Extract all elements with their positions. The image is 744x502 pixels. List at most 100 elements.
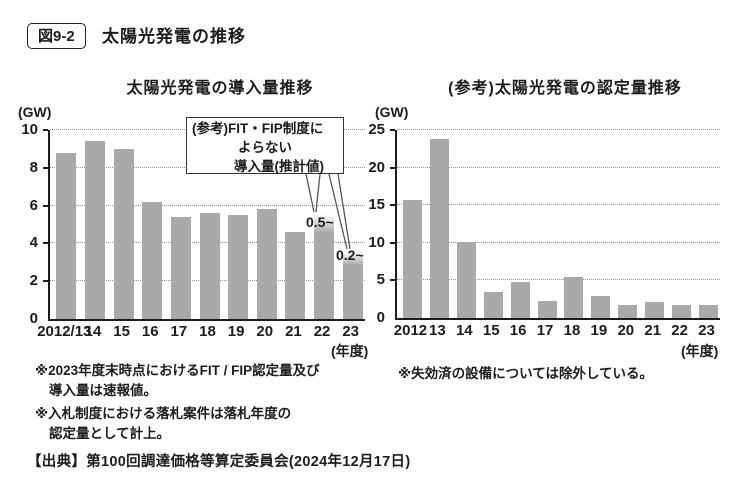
x-axis-label-17: 17	[170, 323, 188, 340]
left-chart-unit-label: (GW)	[18, 104, 52, 120]
y-tick-8	[43, 166, 48, 169]
x-axis-label-22: 22	[313, 323, 331, 340]
y-axis-label-20: 20	[368, 158, 385, 176]
gridline-15	[397, 204, 720, 206]
figure-number-badge: 図9-2	[27, 23, 86, 49]
y-tick-4	[43, 242, 48, 245]
segment-label-0-2: 0.2~	[336, 247, 364, 263]
x-axis-label-15: 15	[482, 322, 500, 339]
bar-17	[537, 301, 557, 318]
y-axis-label-2: 2	[29, 272, 38, 290]
x-axis-label-21: 21	[285, 323, 302, 340]
x-axis-label-2012/13: 2012/13	[37, 323, 92, 340]
left-chart-plot-area	[43, 129, 365, 321]
y-axis-label-6: 6	[29, 196, 38, 214]
callout-line-1: (参考)FIT・FIP制度に	[192, 121, 324, 136]
bar-19	[591, 296, 611, 318]
bar-20	[618, 305, 638, 318]
bar-22	[314, 215, 335, 319]
y-axis-label-0: 0	[29, 310, 38, 327]
figure-title: 太陽光発電の推移	[102, 27, 246, 46]
right-chart-axis-suffix: (年度)	[681, 343, 719, 359]
bar-2012	[402, 199, 422, 318]
footnote-2-line-2: 認定量として計上。	[49, 426, 171, 441]
gridline-25	[397, 129, 720, 130]
y-tick-5	[390, 279, 395, 282]
y-axis-label-15: 15	[368, 196, 385, 214]
y-tick-2	[43, 280, 48, 283]
footnote-1-line-2: 導入量は速報値。	[49, 383, 157, 398]
x-axis-label-18: 18	[199, 323, 216, 340]
gridline-5	[397, 279, 720, 281]
bar-21	[285, 232, 306, 319]
segment-label-0-5: 0.5~	[306, 214, 334, 230]
x-axis-label-15: 15	[113, 323, 130, 340]
callout-box: (参考)FIT・FIP制度に よらない 導入量(推計値)	[186, 117, 344, 174]
gridline-20	[397, 166, 720, 168]
bar-18	[564, 276, 584, 318]
y-tick-10	[390, 241, 395, 244]
source-citation: 【出典】第100回調達価格等算定委員会(2024年12月17日)	[27, 454, 411, 470]
bar-2012/13	[56, 152, 77, 319]
bar-20	[256, 209, 277, 319]
gridline-10	[397, 241, 720, 243]
x-axis-label-13: 13	[429, 322, 446, 339]
x-axis-label-16: 16	[141, 323, 159, 340]
bar-18	[199, 213, 220, 319]
x-axis-label-21: 21	[644, 322, 662, 339]
right-chart-title: (参考)太陽光発電の認定量推移	[448, 80, 682, 97]
x-axis-label-19: 19	[227, 323, 245, 340]
bar-23	[699, 305, 719, 318]
footnote-2-line-1: ※入札制度における落札案件は落札年度の	[35, 406, 292, 421]
y-tick-10	[43, 129, 48, 131]
x-axis-label-22: 22	[671, 322, 688, 339]
x-axis-label-19: 19	[590, 322, 608, 339]
bar-23	[342, 252, 363, 319]
y-tick-25	[390, 129, 395, 131]
x-axis-label-23: 23	[342, 323, 360, 340]
bar-22	[672, 305, 692, 318]
bar-21	[645, 302, 665, 318]
x-axis-label-2012: 2012	[393, 322, 428, 339]
left-chart-axis-suffix: (年度)	[331, 343, 369, 359]
callout-line-2: よらない	[238, 140, 292, 155]
y-axis-label-4: 4	[29, 234, 38, 252]
bar-17	[170, 216, 191, 319]
bar-light-top-segment	[342, 252, 363, 265]
bar-15	[113, 148, 134, 319]
y-tick-15	[390, 204, 395, 207]
right-chart-plot-area	[390, 129, 720, 320]
y-axis-label-5: 5	[376, 271, 385, 289]
right-chart-unit-label: (GW)	[375, 104, 409, 120]
left-footnotes: ※2023年度末時点におけるFIT / FIP認定量及び 導入量は速報値。 ※入…	[35, 361, 320, 447]
bar-14	[456, 242, 476, 318]
x-axis-label-20: 20	[617, 322, 635, 339]
bar-13	[429, 139, 449, 318]
y-axis-label-25: 25	[368, 121, 385, 138]
x-axis-label-17: 17	[536, 322, 554, 339]
bar-19	[228, 215, 249, 319]
x-axis-label-20: 20	[256, 323, 274, 340]
x-axis-label-14: 14	[455, 322, 473, 339]
bar-15	[483, 291, 503, 318]
y-axis-label-0: 0	[376, 309, 385, 326]
gridline-6	[50, 204, 365, 206]
y-axis-label-10: 10	[368, 233, 385, 251]
bar-16	[142, 201, 163, 319]
bar-14	[84, 141, 105, 319]
x-axis-label-18: 18	[563, 322, 581, 339]
x-axis-label-16: 16	[509, 322, 527, 339]
y-axis-label-10: 10	[21, 121, 38, 138]
footnote-1-line-1: ※2023年度末時点におけるFIT / FIP認定量及び	[35, 363, 320, 378]
footnote-1: ※2023年度末時点におけるFIT / FIP認定量及び 導入量は速報値。	[35, 361, 320, 401]
left-chart-title: 太陽光発電の導入量推移	[126, 80, 314, 97]
bar-16	[510, 281, 530, 318]
footnote-2: ※入札制度における落札案件は落札年度の 認定量として計上。	[35, 404, 320, 444]
callout-line-3: 導入量(推計値)	[234, 159, 324, 174]
y-tick-6	[43, 204, 48, 207]
y-tick-20	[390, 166, 395, 169]
y-axis-label-8: 8	[29, 158, 38, 176]
x-axis-label-23: 23	[698, 322, 715, 339]
right-footnote: ※失効済の設備については除外している。	[398, 366, 654, 381]
